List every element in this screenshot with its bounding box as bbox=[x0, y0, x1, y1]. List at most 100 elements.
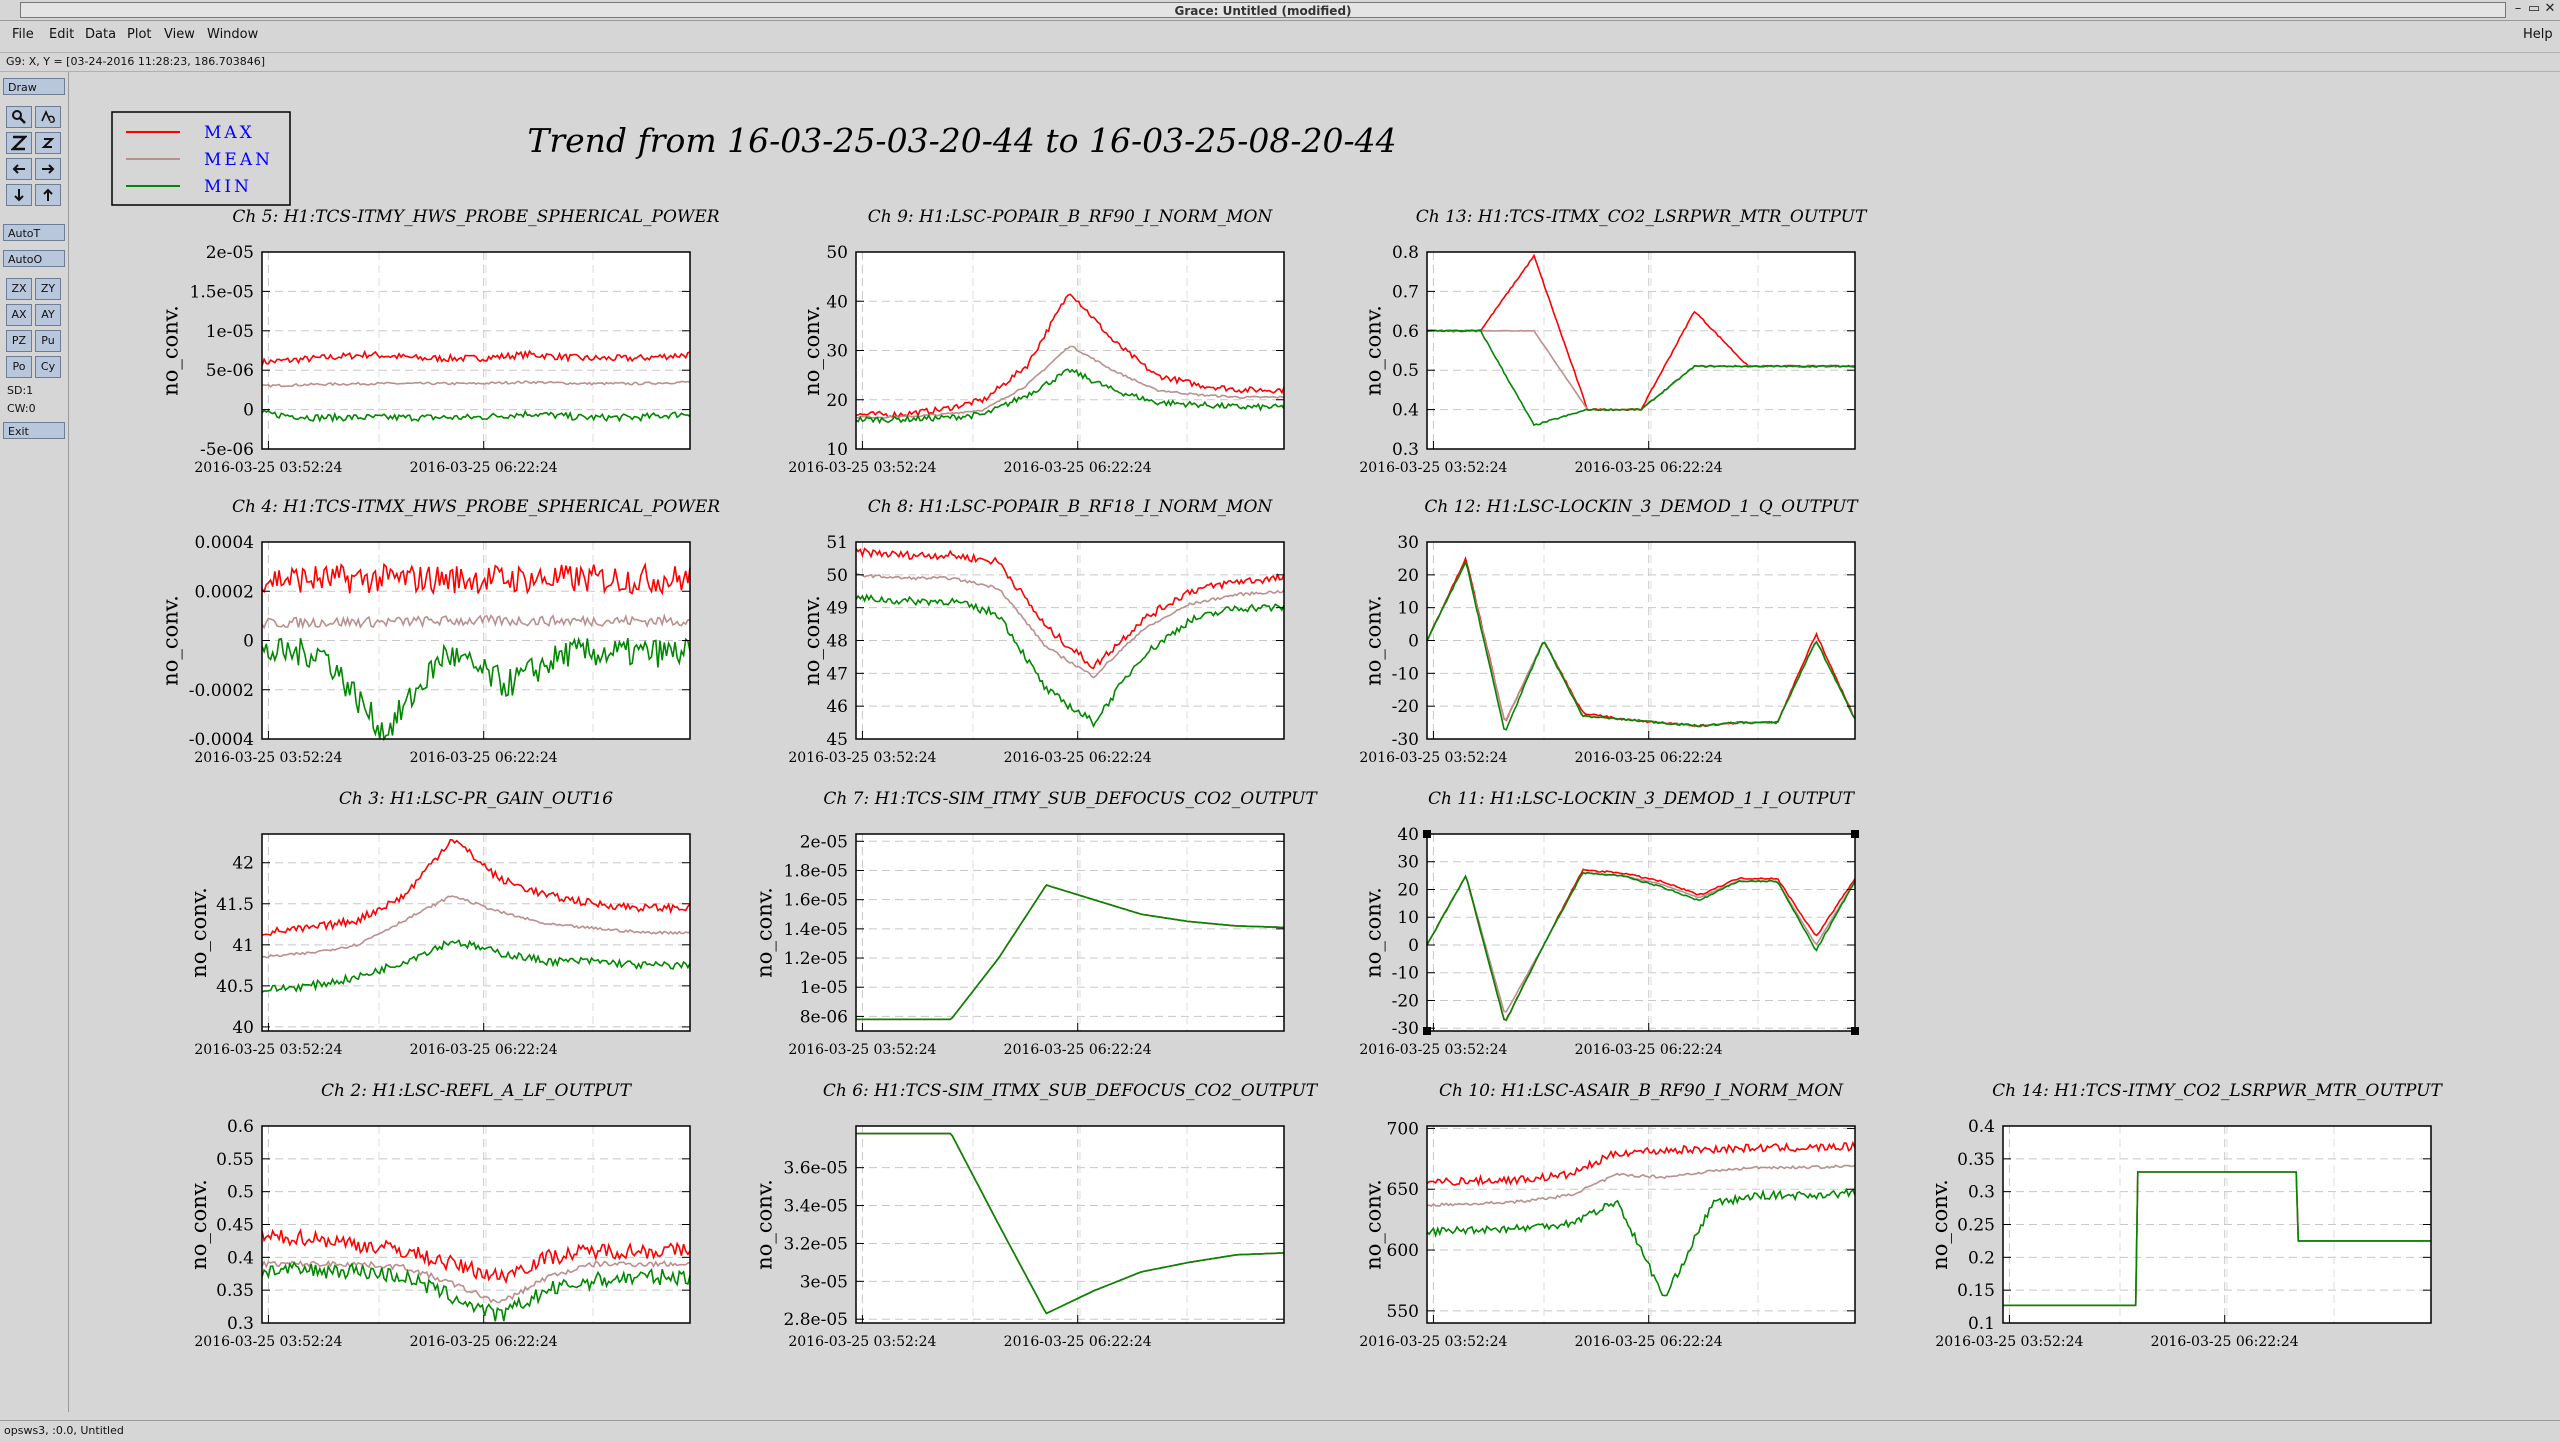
selection-handle[interactable] bbox=[1851, 1027, 1859, 1035]
y-tick-label: 0.55 bbox=[216, 1150, 254, 1170]
series-min-line bbox=[855, 368, 1285, 425]
menu-bar: File Edit Data Plot View Window Help bbox=[0, 22, 2560, 46]
ax-button[interactable]: AX bbox=[6, 304, 32, 326]
y-tick-label: 0.6 bbox=[227, 1117, 254, 1137]
minimize-button[interactable]: – bbox=[2514, 1, 2522, 16]
graph-6: -30 -20 -10 0 10 20 30 2016-03-25 03:52:24 2016-… bbox=[1359, 497, 1859, 766]
zoom-button[interactable] bbox=[6, 132, 32, 154]
series-mean-line bbox=[1426, 1164, 1856, 1208]
y-tick-label: 0.5 bbox=[227, 1183, 254, 1203]
menu-help[interactable]: Help bbox=[2523, 27, 2553, 42]
menu-data[interactable]: Data bbox=[85, 27, 117, 42]
selection-handle[interactable] bbox=[1851, 830, 1859, 838]
maximize-button[interactable]: ▭ bbox=[2527, 1, 2541, 16]
menu-edit[interactable]: Edit bbox=[49, 27, 75, 42]
y-tick-label: 0.35 bbox=[216, 1281, 254, 1301]
graph-frame bbox=[261, 833, 691, 1032]
menu-plot[interactable]: Plot bbox=[127, 27, 152, 42]
graph-frame bbox=[1426, 251, 1856, 450]
graph-11: 2.8e-05 3e-05 3.2e-05 3.4e-05 3.6e-05 2016-03… bbox=[753, 1081, 1319, 1350]
y-tick-label: 3.2e-05 bbox=[784, 1234, 848, 1254]
graph-title: Ch 13: H1:TCS-ITMX_CO2_LSRPWR_MTR_OUTPUT bbox=[1416, 207, 1868, 227]
series-min-line bbox=[2003, 1171, 2431, 1307]
y-tick-label: -30 bbox=[1392, 730, 1419, 750]
y-tick-label: 0.0002 bbox=[195, 582, 254, 602]
graph-title: Ch 9: H1:LSC-POPAIR_B_RF90_I_NORM_MON bbox=[868, 207, 1274, 227]
graph-title: Ch 11: H1:LSC-LOCKIN_3_DEMOD_1_I_OUTPUT bbox=[1428, 789, 1856, 809]
series-min-line bbox=[261, 938, 691, 994]
y-tick-label: -0.0004 bbox=[189, 730, 254, 750]
autot-button[interactable]: AutoT bbox=[3, 224, 65, 241]
po-button[interactable]: Po bbox=[6, 356, 32, 378]
zy-button[interactable]: ZY bbox=[35, 278, 61, 300]
y-tick-label: 30 bbox=[1397, 853, 1419, 873]
y-tick-label: 40 bbox=[826, 292, 848, 312]
coordinate-readout: G9: X, Y = [03-24-2016 11:28:23, 186.703… bbox=[6, 55, 266, 68]
y-tick-label: 0.4 bbox=[227, 1248, 254, 1268]
status-bar: opsws3, :0.0, Untitled bbox=[0, 1420, 2560, 1441]
y-tick-label: 10 bbox=[1397, 599, 1419, 619]
y-tick-label: 1.4e-05 bbox=[784, 920, 848, 940]
menu-view[interactable]: View bbox=[164, 27, 195, 42]
selection-handle[interactable] bbox=[1423, 1027, 1431, 1035]
y-tick-label: 1.2e-05 bbox=[784, 949, 848, 969]
y-tick-label: -5e-06 bbox=[200, 440, 254, 460]
series-min-line bbox=[261, 409, 691, 424]
graph-title: Ch 5: H1:TCS-ITMY_HWS_PROBE_SPHERICAL_PO… bbox=[232, 207, 719, 227]
y-tick-label: 46 bbox=[826, 697, 848, 717]
selection-handle[interactable] bbox=[1423, 830, 1431, 838]
y-tick-label: 48 bbox=[826, 632, 848, 652]
exit-button[interactable]: Exit bbox=[3, 422, 65, 439]
autoo-button[interactable]: AutoO bbox=[3, 250, 65, 267]
y-tick-label: 0.3 bbox=[1968, 1183, 1995, 1203]
zoom-z-small-icon bbox=[41, 138, 55, 148]
cy-button[interactable]: Cy bbox=[35, 356, 61, 378]
ay-button[interactable]: AY bbox=[35, 304, 61, 326]
graph-1: -5e-06 0 5e-06 1e-05 1.5e-05 2e-05 2016-03-25 … bbox=[159, 207, 720, 476]
y-tick-label: 20 bbox=[1397, 566, 1419, 586]
autoscale-button[interactable] bbox=[35, 106, 61, 128]
magnifier-button[interactable] bbox=[6, 106, 32, 128]
series-max-line bbox=[261, 349, 691, 367]
plot-area[interactable]: Trend from 16-03-25-03-20-44 to 16-03-25… bbox=[70, 72, 2560, 1420]
y-tick-label: 5e-06 bbox=[206, 361, 254, 381]
series-min-line bbox=[856, 884, 1285, 1021]
graph-frame bbox=[261, 251, 691, 450]
arrow-up-icon bbox=[43, 188, 53, 201]
close-button[interactable]: ✕ bbox=[2544, 1, 2556, 16]
y-tick-label: 2e-05 bbox=[206, 243, 254, 263]
y-tick-label: 0 bbox=[243, 401, 254, 421]
menu-window[interactable]: Window bbox=[207, 27, 259, 42]
series-mean-line bbox=[261, 895, 691, 959]
y-tick-label: 8e-06 bbox=[800, 1007, 848, 1027]
graph-frame bbox=[1426, 1125, 1856, 1324]
zx-button[interactable]: ZX bbox=[6, 278, 32, 300]
x-tick-label: 2016-03-25 03:52:24 bbox=[788, 460, 936, 476]
menu-file[interactable]: File bbox=[12, 27, 34, 42]
plot-canvas[interactable]: Trend from 16-03-25-03-20-44 to 16-03-25… bbox=[70, 72, 2560, 1420]
y-tick-label: 1.6e-05 bbox=[784, 891, 848, 911]
zoom-small-button[interactable] bbox=[35, 132, 61, 154]
y-tick-label: -30 bbox=[1392, 1019, 1419, 1039]
scroll-up-button[interactable] bbox=[35, 184, 61, 206]
y-axis-label: no_conv. bbox=[1362, 1179, 1386, 1270]
y-tick-label: 1.8e-05 bbox=[784, 861, 848, 881]
y-tick-label: 0 bbox=[1408, 632, 1419, 652]
scroll-left-button[interactable] bbox=[6, 158, 32, 180]
scroll-right-button[interactable] bbox=[35, 158, 61, 180]
series-max-line bbox=[1426, 1140, 1856, 1187]
x-tick-label: 2016-03-25 06:22:24 bbox=[1004, 750, 1152, 766]
pu-button[interactable]: Pu bbox=[35, 330, 61, 352]
graph-background bbox=[1427, 834, 1855, 1031]
y-tick-label: 47 bbox=[826, 664, 848, 684]
y-tick-label: 0.15 bbox=[1957, 1281, 1995, 1301]
scroll-down-button[interactable] bbox=[6, 184, 32, 206]
x-tick-label: 2016-03-25 03:52:24 bbox=[788, 1334, 936, 1350]
x-tick-label: 2016-03-25 03:52:24 bbox=[194, 1334, 342, 1350]
pz-button[interactable]: PZ bbox=[6, 330, 32, 352]
y-axis-label: no_conv. bbox=[1928, 1179, 1952, 1270]
draw-button[interactable]: Draw bbox=[3, 78, 65, 95]
x-tick-label: 2016-03-25 06:22:24 bbox=[1575, 1334, 1723, 1350]
series-min-line bbox=[261, 636, 691, 742]
y-axis-label: no_conv. bbox=[1362, 595, 1386, 686]
